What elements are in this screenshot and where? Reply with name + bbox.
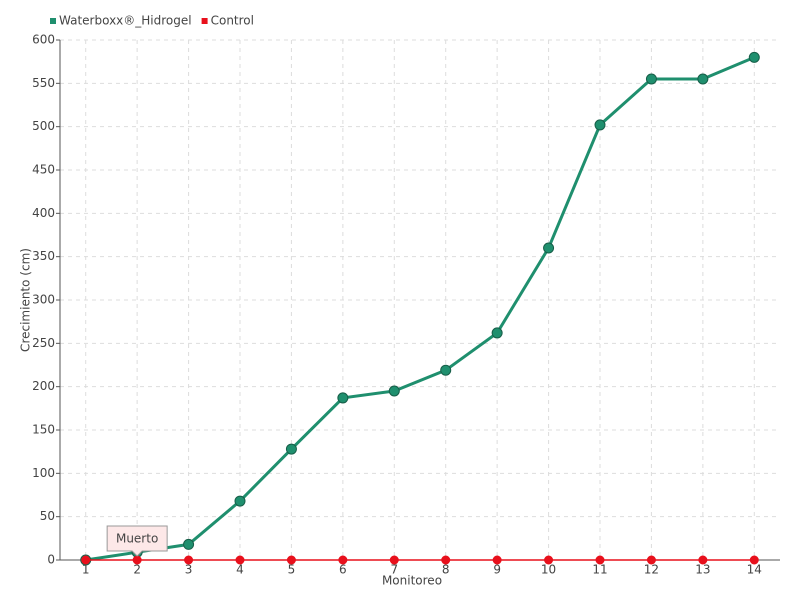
x-tick-label: 13	[695, 563, 710, 577]
y-tick-label: 100	[32, 466, 55, 480]
y-tick-label: 150	[32, 423, 55, 437]
data-point	[184, 555, 194, 565]
y-tick-label: 0	[47, 553, 55, 567]
data-point	[697, 73, 709, 85]
data-point	[338, 555, 348, 565]
series-line	[85, 55, 755, 562]
y-tick-label: 350	[32, 249, 55, 263]
y-axis-label: Crecimiento (cm)	[19, 248, 33, 352]
data-point	[595, 555, 605, 565]
data-point	[698, 555, 708, 565]
legend-swatch	[50, 18, 56, 24]
annotation: Muerto	[116, 532, 158, 546]
y-tick-label: 450	[32, 163, 55, 177]
x-tick-label: 8	[442, 563, 450, 577]
x-tick-label: 1	[82, 563, 90, 577]
x-tick-label: 7	[390, 563, 398, 577]
data-point	[183, 538, 195, 550]
data-point	[594, 119, 606, 131]
x-tick-label: 3	[185, 563, 193, 577]
x-tick-label: 11	[592, 563, 607, 577]
data-point	[646, 555, 656, 565]
x-tick-label: 14	[747, 563, 762, 577]
data-point	[388, 385, 400, 397]
legend-label: Waterboxx®_Hidrogel	[59, 14, 192, 28]
data-point	[132, 555, 142, 565]
y-tick-label: 50	[40, 509, 55, 523]
x-tick-label: 9	[493, 563, 501, 577]
data-point	[389, 555, 399, 565]
y-tick-label: 200	[32, 379, 55, 393]
data-point	[492, 555, 502, 565]
data-point	[749, 555, 759, 565]
data-point	[81, 555, 91, 565]
legend-label: Control	[211, 14, 254, 28]
x-tick-label: 4	[236, 563, 244, 577]
data-point	[337, 392, 349, 404]
data-point	[543, 242, 555, 254]
annotation-box	[106, 525, 168, 557]
y-tick-label: 500	[32, 119, 55, 133]
data-point	[286, 555, 296, 565]
x-axis-label: Monitoreo	[382, 574, 442, 588]
x-tick-label: 10	[541, 563, 556, 577]
data-point	[491, 327, 503, 339]
data-point	[235, 555, 245, 565]
data-point	[544, 555, 554, 565]
x-tick-label: 5	[288, 563, 296, 577]
data-point	[748, 51, 760, 63]
legend-swatch	[201, 18, 208, 24]
x-tick-label: 6	[339, 563, 347, 577]
data-point	[234, 495, 246, 507]
y-tick-label: 550	[32, 76, 55, 90]
data-point	[285, 443, 297, 455]
y-tick-label: 250	[32, 336, 55, 350]
y-tick-label: 400	[32, 206, 55, 220]
data-point	[441, 555, 451, 565]
data-point	[440, 364, 452, 376]
y-tick-label: 300	[32, 293, 55, 307]
x-tick-label: 12	[644, 563, 659, 577]
y-tick-label: 600	[32, 33, 55, 47]
x-tick-label: 2	[133, 563, 141, 577]
data-point	[645, 73, 657, 85]
